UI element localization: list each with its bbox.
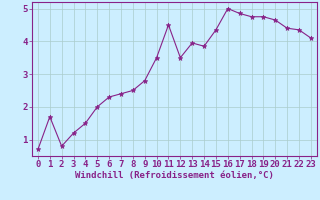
X-axis label: Windchill (Refroidissement éolien,°C): Windchill (Refroidissement éolien,°C): [75, 171, 274, 180]
